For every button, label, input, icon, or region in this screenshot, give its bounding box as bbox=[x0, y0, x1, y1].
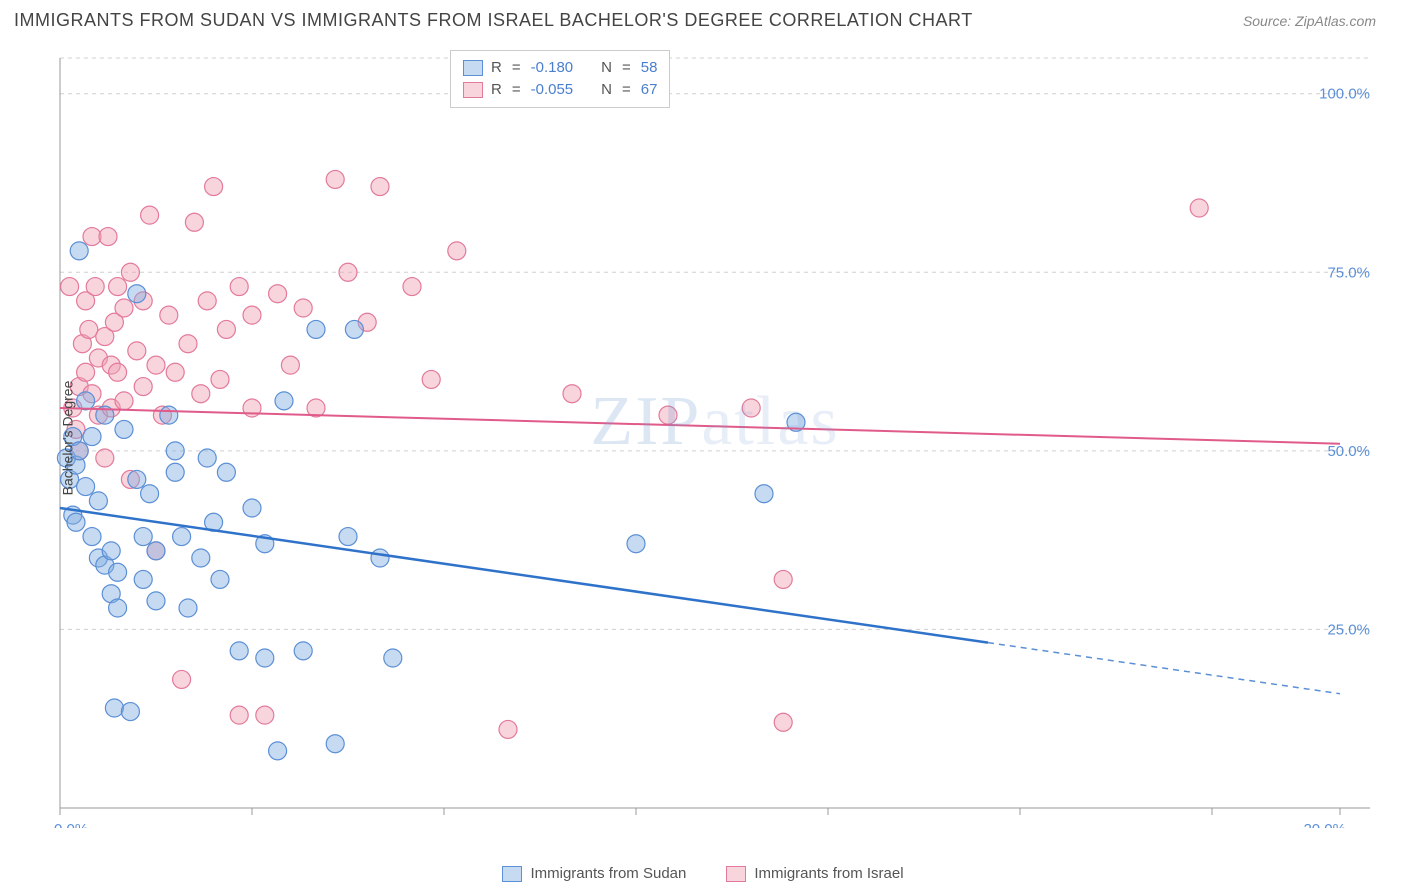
swatch-sudan-bottom bbox=[502, 866, 522, 882]
legend-item-sudan: Immigrants from Sudan bbox=[502, 865, 686, 882]
y-axis-label: Bachelor's Degree bbox=[59, 381, 75, 496]
svg-text:25.0%: 25.0% bbox=[1327, 621, 1370, 638]
r-value-israel: -0.055 bbox=[531, 79, 574, 101]
svg-text:0.0%: 0.0% bbox=[54, 821, 88, 828]
svg-text:100.0%: 100.0% bbox=[1319, 86, 1370, 103]
n-value-sudan: 58 bbox=[641, 57, 658, 79]
legend-stats-row-israel: R = -0.055 N = 67 bbox=[463, 79, 657, 101]
legend-label-sudan: Immigrants from Sudan bbox=[530, 865, 686, 882]
source-label: Source: ZipAtlas.com bbox=[1243, 13, 1376, 29]
swatch-israel bbox=[463, 82, 483, 98]
swatch-israel-bottom bbox=[726, 866, 746, 882]
chart-area: Bachelor's Degree 0.0% 20.0% 25.0% 50.0% 75.… bbox=[50, 48, 1380, 828]
legend-stats-row-sudan: R = -0.180 N = 58 bbox=[463, 57, 657, 79]
chart-title: IMMIGRANTS FROM SUDAN VS IMMIGRANTS FROM… bbox=[14, 10, 973, 31]
swatch-sudan bbox=[463, 60, 483, 76]
legend-item-israel: Immigrants from Israel bbox=[726, 865, 903, 882]
n-value-israel: 67 bbox=[641, 79, 658, 101]
scatter-chart-svg: 0.0% 20.0% 25.0% 50.0% 75.0% 100.0% bbox=[50, 48, 1380, 828]
legend-series: Immigrants from Sudan Immigrants from Is… bbox=[0, 865, 1406, 882]
r-value-sudan: -0.180 bbox=[531, 57, 574, 79]
legend-stats-box: R = -0.180 N = 58 R = -0.055 N = 67 bbox=[450, 50, 670, 108]
svg-text:20.0%: 20.0% bbox=[1303, 821, 1346, 828]
svg-text:75.0%: 75.0% bbox=[1327, 264, 1370, 281]
svg-text:50.0%: 50.0% bbox=[1327, 443, 1370, 460]
legend-label-israel: Immigrants from Israel bbox=[754, 865, 903, 882]
